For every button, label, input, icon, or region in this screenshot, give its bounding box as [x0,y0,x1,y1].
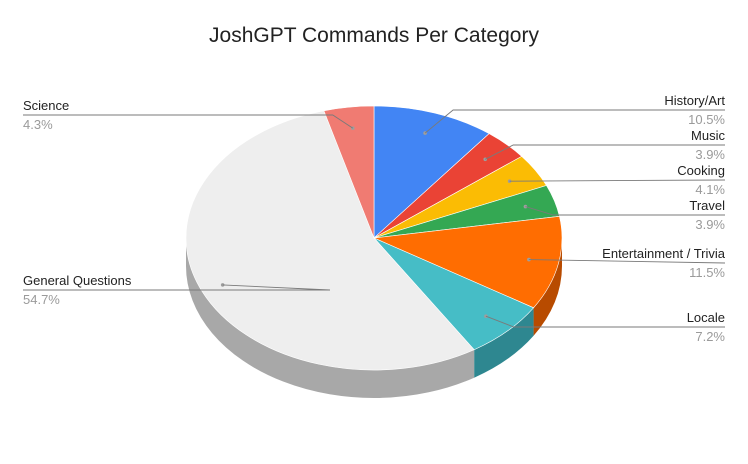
leader-line-travel [525,206,725,216]
slice-label-cooking: Cooking [677,163,725,178]
slice-percent-science: 4.3% [23,117,53,132]
slice-percent-music: 3.9% [695,147,725,162]
leader-line-history-art [424,109,725,134]
leader-line-layer [23,109,726,328]
slice-percent-travel: 3.9% [695,217,725,232]
leader-line-science [23,114,353,129]
pie-slice-science [323,105,375,239]
pie-slice-history-art [373,105,490,239]
slice-label-entertainment-trivia: Entertainment / Trivia [602,246,726,261]
slice-percent-cooking: 4.1% [695,182,725,197]
pie-side-layer [186,238,562,398]
pie-slice-entertainment-trivia [372,216,563,309]
pie-slice-general-questions [185,110,475,371]
pie-top-layer [185,105,563,371]
slice-percent-entertainment-trivia: 11.5% [689,265,725,280]
slice-label-history-art: History/Art [664,93,725,108]
slice-label-locale: Locale [687,310,725,325]
leader-line-music [485,144,725,160]
slice-label-music: Music [691,128,725,143]
leader-line-entertainment-trivia [528,259,726,264]
slice-percent-general-questions: 54.7% [23,292,60,307]
label-layer: History/Art10.5%Music3.9%Cooking4.1%Trav… [23,93,726,344]
pie-side-general-questions [186,238,475,398]
slice-label-travel: Travel [689,198,725,213]
leader-line-general-questions [23,284,331,291]
pie-side-locale [474,307,534,378]
slice-label-general-questions: General Questions [23,273,132,288]
chart-title: JoshGPT Commands Per Category [209,24,539,47]
leader-line-locale [485,315,725,328]
slice-percent-history-art: 10.5% [688,112,725,127]
pie-side-entertainment-trivia [533,238,562,336]
leader-line-cooking [509,179,726,182]
slice-percent-locale: 7.2% [695,329,725,344]
slice-label-science: Science [23,98,69,113]
